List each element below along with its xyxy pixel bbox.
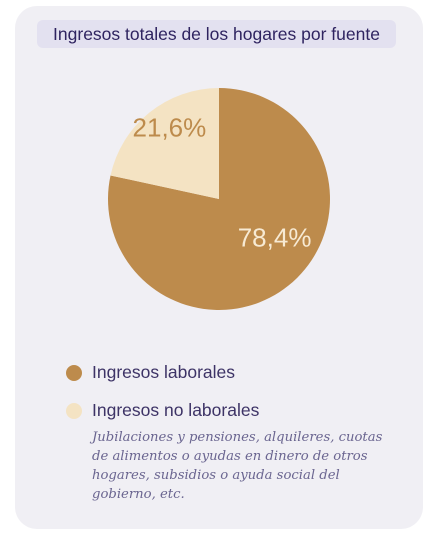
pie-slice-laborales bbox=[108, 88, 331, 310]
chart-title-banner: Ingresos totales de los hogares por fuen… bbox=[37, 20, 396, 48]
pie-label-laborales: 78,4% bbox=[238, 223, 312, 253]
pie-slice-no-laborales bbox=[110, 88, 219, 199]
legend-swatch-no-laborales bbox=[66, 402, 82, 419]
legend-item-laborales: Ingresos laborales bbox=[66, 362, 235, 383]
legend-swatch-laborales bbox=[66, 364, 82, 381]
pie-label-no-laborales: 21,6% bbox=[133, 113, 207, 143]
no-laborales-note: Jubilaciones y pensiones, alquileres, cu… bbox=[92, 430, 383, 502]
legend-item-no-laborales: Ingresos no laborales bbox=[66, 400, 259, 421]
chart-title: Ingresos totales de los hogares por fuen… bbox=[53, 23, 380, 44]
legend-label-no-laborales: Ingresos no laborales bbox=[92, 400, 260, 420]
legend-label-laborales: Ingresos laborales bbox=[92, 362, 235, 382]
